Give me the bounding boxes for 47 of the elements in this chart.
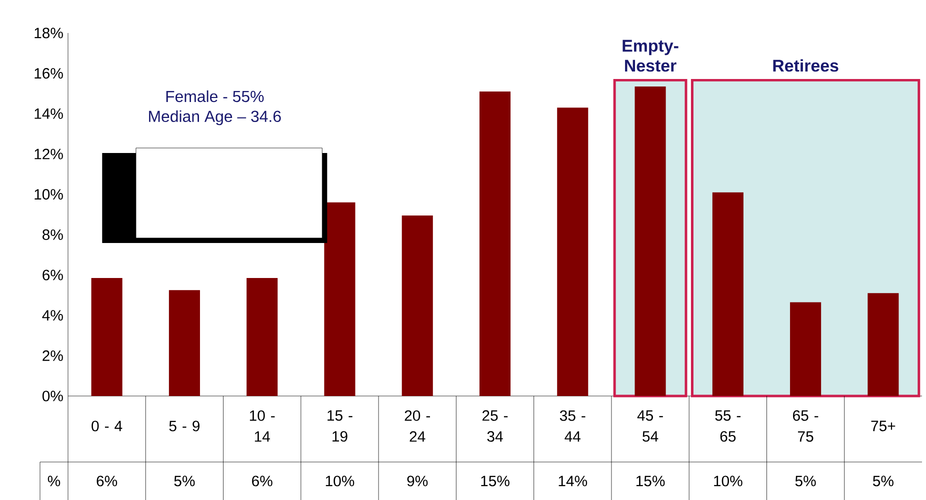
bar [91, 278, 122, 396]
text: % [48, 476, 60, 486]
x-tick-label: 0 - 4 [92, 420, 122, 432]
y-tick-label: 8% [42, 229, 63, 240]
data-label: 5% [795, 476, 816, 486]
bar [868, 293, 899, 396]
x-tick-label: 10 - 14 [250, 410, 275, 442]
y-tick-label: 10% [34, 189, 63, 200]
data-label: 6% [252, 476, 272, 486]
x-tick-label: 35 - 44 [560, 410, 586, 442]
data-label: 6% [96, 476, 118, 486]
band-label: Retirees [773, 59, 838, 72]
bar [479, 91, 511, 396]
band-label: Empty-Nester [622, 40, 678, 72]
x-tick-label: 5 - 9 [169, 420, 200, 432]
bar [557, 108, 588, 396]
y-tick-label: 14% [34, 108, 63, 119]
x-tick-label: 75+ [871, 420, 896, 432]
data-label: 10% [714, 476, 742, 486]
bar [790, 302, 822, 396]
data-label: 15% [481, 476, 510, 486]
data-label: 15% [636, 476, 665, 486]
x-tick-label: 25 - 34 [482, 410, 508, 442]
annotation: Median Age – 34.6 [149, 110, 281, 126]
bar [324, 202, 356, 396]
x-tick-label: 45 - 54 [637, 410, 663, 442]
x-tick-label: 20 - 24 [404, 410, 430, 442]
data-label: 14% [558, 476, 588, 486]
x-tick-label: 65 - 75 [793, 410, 818, 442]
bar [246, 278, 278, 396]
y-tick-label: 4% [42, 310, 63, 321]
y-tick-label: 12% [34, 148, 63, 160]
annotation: Female - 55% [166, 90, 264, 102]
bar [168, 290, 200, 396]
data-label: 9% [407, 476, 428, 486]
y-tick-label: 16% [34, 68, 63, 79]
y-tick-label: 2% [42, 350, 63, 361]
data-label: 10% [326, 476, 354, 486]
x-tick-label: 15 - 19 [328, 410, 352, 442]
bar [712, 192, 744, 396]
bar [402, 216, 433, 396]
data-label: 5% [872, 476, 894, 486]
data-label: 5% [174, 476, 195, 486]
x-tick-label: 55 - 65 [715, 410, 741, 442]
y-tick-label: 6% [42, 270, 63, 280]
y-tick-label: 0% [42, 390, 63, 402]
y-tick-label: 18% [34, 28, 63, 38]
